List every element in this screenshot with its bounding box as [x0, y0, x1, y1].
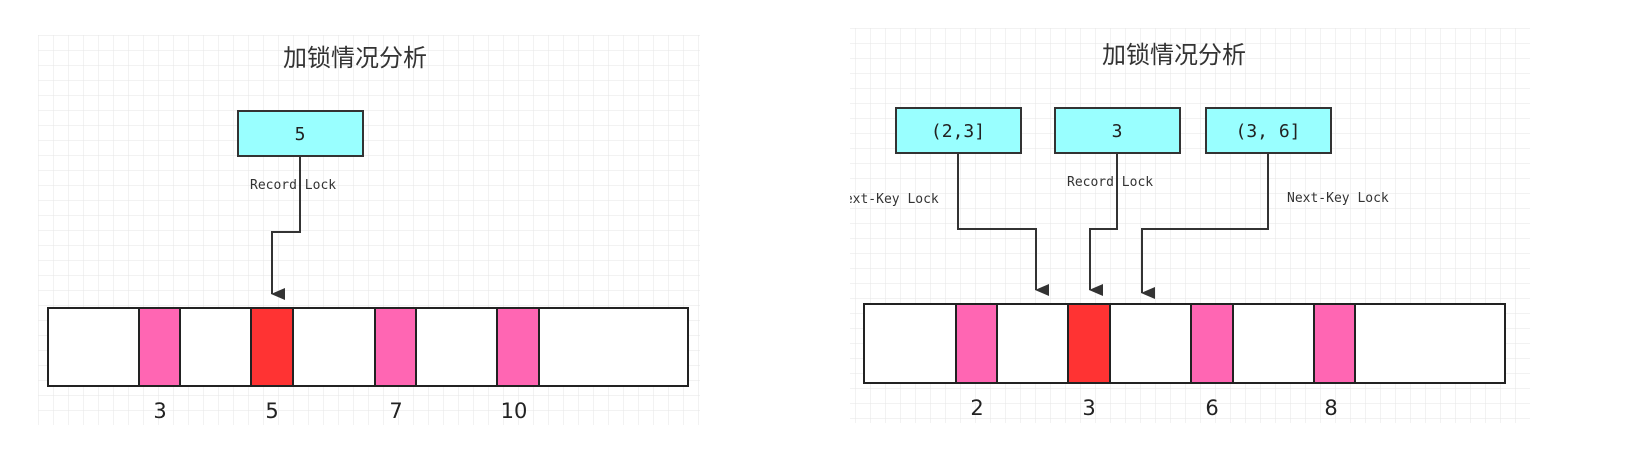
lock-box-label: 3: [1112, 121, 1123, 142]
index-key-label: 3: [153, 399, 166, 423]
record-lock-connector: [1089, 153, 1118, 296]
lock-box-label: 5: [295, 124, 306, 145]
next-key-lock-connector-right: [1141, 153, 1269, 299]
index-key-label: 2: [970, 396, 983, 420]
index-key-label: 5: [265, 399, 278, 423]
lock-box-label: (2,3]: [931, 121, 985, 142]
right-diagram: 加锁情况分析 (2,3] 3 (3, 6] Next-Key Lock Reco…: [850, 28, 1530, 423]
next-key-lock-label: Next-Key Lock: [850, 192, 939, 207]
left-diagram: 加锁情况分析 5 Record Lock 3 5 7 10: [38, 35, 700, 425]
index-record-6: [1190, 303, 1234, 384]
index-key-label: 7: [389, 399, 402, 423]
right-panel: 加锁情况分析 (2,3] 3 (3, 6] Next-Key Lock Reco…: [850, 0, 1651, 464]
index-key-label: 8: [1324, 396, 1337, 420]
index-key-label: 3: [1082, 396, 1095, 420]
record-lock-label: Record Lock: [250, 178, 336, 193]
record-lock-connector: [271, 156, 301, 300]
diagram-title: 加锁情况分析: [1102, 41, 1246, 69]
lock-box-gap-left: [895, 107, 1022, 154]
left-panel: 加锁情况分析 5 Record Lock 3 5 7 10: [0, 0, 760, 464]
locked-record-3: [1067, 303, 1111, 384]
index-record-2: [955, 303, 998, 384]
lock-box-label: (3, 6]: [1235, 121, 1300, 142]
index-key-label: 6: [1205, 396, 1218, 420]
locked-record-5: [250, 307, 294, 387]
index-record-10: [496, 307, 540, 387]
index-record-7: [374, 307, 417, 387]
record-lock-label: Record Lock: [1067, 175, 1153, 190]
lock-box: [237, 110, 364, 157]
next-key-lock-label: Next-Key Lock: [1287, 191, 1389, 206]
index-key-label: 10: [501, 399, 528, 423]
index-record-8: [1313, 303, 1356, 384]
index-record-3: [138, 307, 181, 387]
next-key-lock-connector-left: [957, 153, 1049, 296]
diagram-title: 加锁情况分析: [283, 44, 427, 72]
lock-box-gap-right: [1205, 107, 1332, 154]
